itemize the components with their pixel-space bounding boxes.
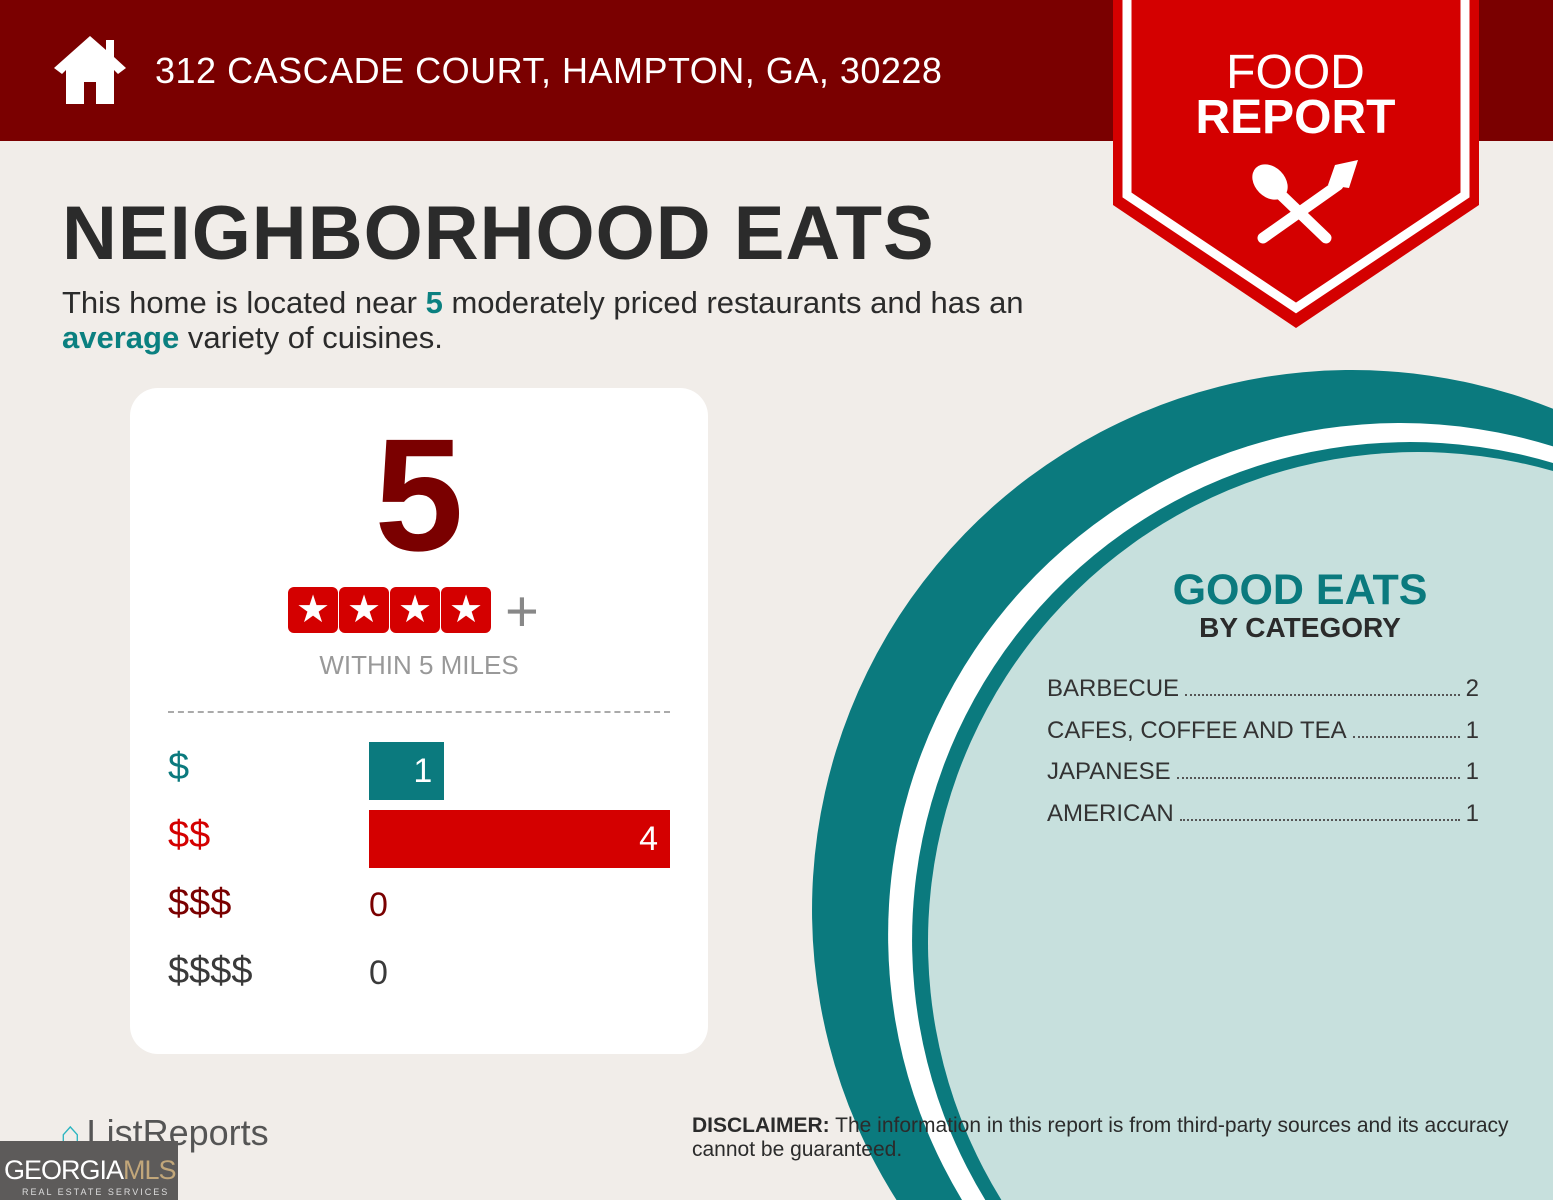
restaurant-card [130,388,708,1054]
price-label: $$ [168,814,211,856]
dot-leader [1352,735,1460,738]
dot-leader [1179,818,1460,821]
star-rating: ★ ★ ★ ★ [288,587,491,633]
georgia-mls-logo: GEORGIAMLS REAL ESTATE SERVICES [0,1141,178,1200]
category-count: 1 [1465,758,1479,785]
disclaimer: DISCLAIMER: The information in this repo… [692,1114,1509,1161]
light-plate [928,452,1553,1200]
dot-leader [1185,694,1460,696]
home-icon [54,36,126,104]
divider [168,711,670,713]
star-icon: ★ [390,587,440,633]
category-count: 1 [1465,799,1479,827]
page-title: NEIGHBORHOOD EATS [62,191,935,276]
price-label: $ [168,746,190,788]
category-name: BARBECUE [1047,675,1180,702]
price-label: $$$ [168,882,232,924]
food-report-banner [1113,0,1479,328]
within-label: WITHIN 5 MILES [319,650,519,680]
category-row: JAPANESE 1 [1047,758,1479,786]
good-eats-subtitle: BY CATEGORY [1199,612,1401,643]
category-row: AMERICAN 1 [1047,800,1479,828]
category-count: 1 [1465,716,1479,744]
category-row: BARBECUE 2 [1047,675,1479,703]
address: 312 CASCADE COURT, HAMPTON, GA, 30228 [155,50,943,91]
banner-line1: FOOD [1226,46,1365,99]
price-label: $$$$ [168,950,253,992]
restaurant-count: 5 [425,285,443,320]
variety-level: average [62,320,180,355]
price-value: 0 [369,886,388,924]
category-count: 2 [1465,675,1479,702]
category-name: AMERICAN [1047,799,1174,827]
spoon-fork-icon [1252,160,1358,244]
plus-icon: + [505,579,539,644]
dot-leader [1176,777,1460,779]
restaurant-count-big: 5 [374,405,464,584]
price-bar: 4 [369,810,670,868]
category-name: JAPANESE [1047,758,1171,785]
star-icon: ★ [288,587,338,633]
category-row: CAFES, COFFEE AND TEA 1 [1047,717,1479,745]
banner-line2: REPORT [1195,91,1396,144]
price-value: 0 [369,954,388,992]
price-bar: 1 [369,742,445,800]
category-name: CAFES, COFFEE AND TEA [1047,716,1347,744]
star-icon: ★ [339,587,389,633]
good-eats-title: GOOD EATS [1172,566,1428,614]
summary-text: This home is located near 5 moderately p… [62,285,1024,355]
star-icon: ★ [441,587,491,633]
